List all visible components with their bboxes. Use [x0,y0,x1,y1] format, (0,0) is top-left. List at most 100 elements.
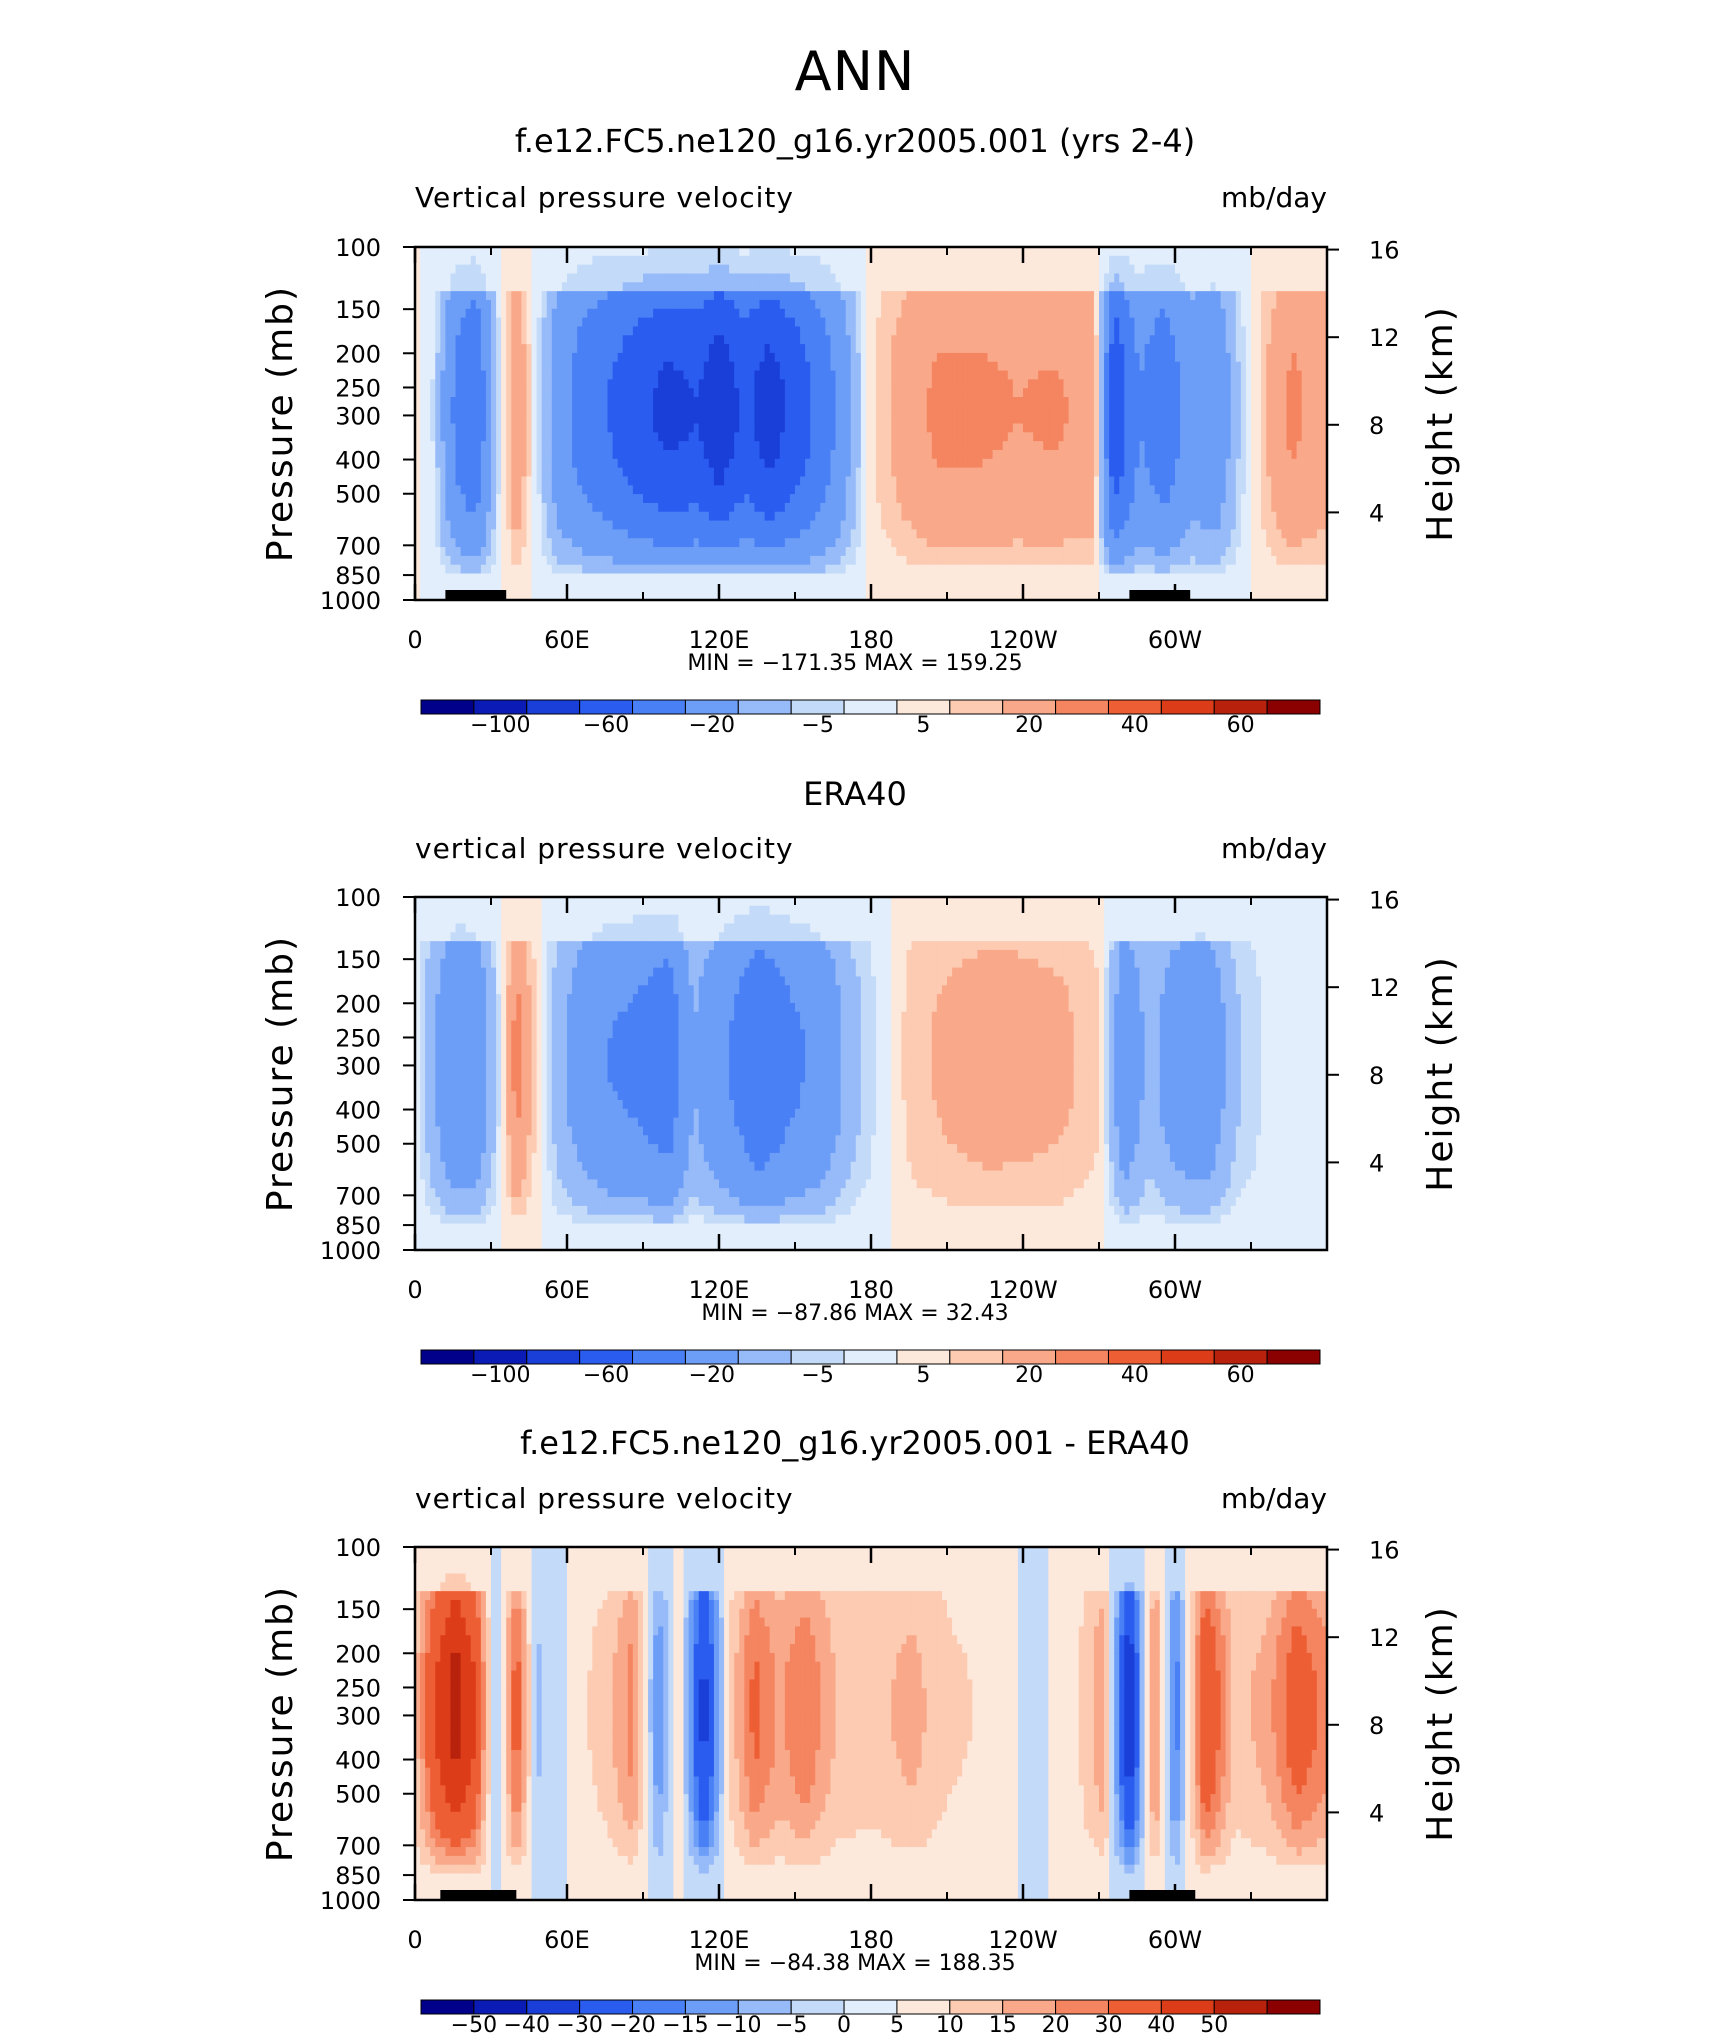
field-cell [1013,326,1019,335]
field-cell [972,256,978,265]
field-cell [506,441,512,450]
field-cell [760,538,766,547]
field-cell [957,397,963,406]
field-cell [790,450,796,459]
field-cell [678,309,684,318]
field-cell [805,424,811,433]
field-cell [577,574,583,583]
field-cell [1013,494,1019,503]
field-cell [749,379,755,388]
field-cell [618,265,624,274]
field-cell [461,379,467,388]
field-cell [988,371,994,380]
field-cell [623,362,629,371]
field-cell [430,582,436,591]
field-cell [927,353,933,362]
field-cell [977,556,983,565]
field-cell [562,476,568,485]
field-cell [825,265,831,274]
field-cell [952,326,958,335]
field-cell [1023,459,1029,468]
field-cell [445,459,451,468]
field-cell [861,582,867,591]
field-cell [699,424,705,433]
field-cell [729,273,735,282]
field-cell [684,538,690,547]
field-cell [896,362,902,371]
field-cell [714,379,720,388]
field-cell [967,582,973,591]
field-cell [1018,424,1024,433]
field-cell [952,521,958,530]
field-cell [785,512,791,521]
field-cell [734,512,740,521]
field-cell [668,450,674,459]
field-cell [511,582,517,591]
field-cell [653,485,659,494]
field-cell [602,353,608,362]
field-cell [846,459,852,468]
field-cell [947,521,953,530]
field-cell [765,494,771,503]
field-cell [912,565,918,574]
field-cell [896,424,902,433]
field-cell [501,406,507,415]
field-cell [1028,265,1034,274]
field-cell [1013,300,1019,309]
field-cell [623,397,629,406]
field-cell [993,485,999,494]
field-cell [709,547,715,556]
field-cell [572,265,578,274]
panel-1: f.e12.FC5.ne120_g16.yr2005.001 (yrs 2-4)… [260,122,1461,738]
field-cell [830,468,836,477]
field-cell [805,388,811,397]
field-cell [942,353,948,362]
field-cell [608,273,614,282]
field-cell [461,362,467,371]
field-cell [810,574,816,583]
field-cell [861,574,867,583]
field-cell [496,362,502,371]
field-cell [491,459,497,468]
field-cell [557,256,563,265]
field-cell [577,318,583,327]
field-cell [501,494,507,503]
field-cell [521,335,527,344]
field-cell [537,397,543,406]
field-cell [440,371,446,380]
field-cell [805,441,811,450]
field-cell [714,326,720,335]
field-cell [633,371,639,380]
field-cell [456,362,462,371]
field-cell [800,353,806,362]
field-cell [922,424,928,433]
field-cell [547,459,553,468]
field-cell [967,335,973,344]
field-cell [937,476,943,485]
field-cell [805,265,811,274]
field-cell [851,450,857,459]
field-cell [699,344,705,353]
field-cell [456,574,462,583]
field-cell [972,494,978,503]
field-cell [912,256,918,265]
field-cell [861,371,867,380]
field-cell [724,256,730,265]
field-cell [440,582,446,591]
field-cell [486,309,492,318]
field-cell [830,318,836,327]
field-cell [937,503,943,512]
field-cell [977,582,983,591]
field-cell [901,424,907,433]
field-cell [927,309,933,318]
field-cell [689,494,695,503]
field-cell [613,565,619,574]
field-cell [1008,459,1014,468]
field-cell [912,521,918,530]
field-cell [795,406,801,415]
field-cell [572,362,578,371]
field-cell [709,538,715,547]
field-cell [754,273,760,282]
field-cell [572,406,578,415]
field-cell [937,512,943,521]
